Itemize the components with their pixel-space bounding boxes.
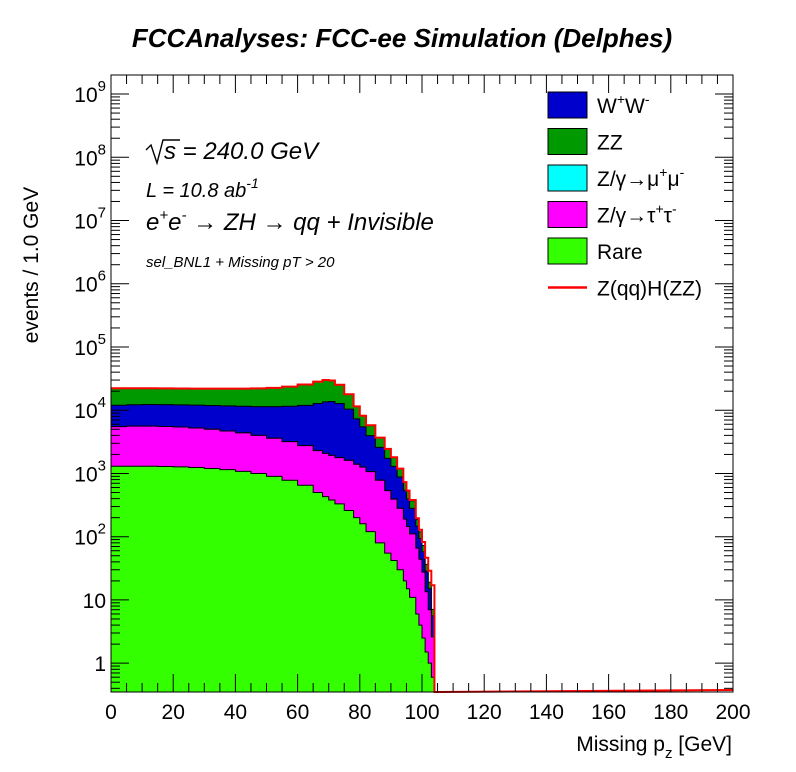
legend-swatch-zz	[547, 128, 588, 155]
x-tick-label: 0	[105, 701, 117, 724]
x-tick-label: 40	[224, 701, 247, 724]
y-tick-label: 109	[74, 78, 106, 107]
x-tick-label: 180	[653, 701, 688, 724]
legend-swatch-tautau	[547, 201, 588, 228]
y-tick-label: 1	[94, 653, 106, 676]
sqrt-s-text: s = 240.0 GeV	[164, 138, 320, 165]
x-axis-label: Missing pz [GeV]	[576, 733, 732, 762]
legend-label-signal: Z(qq)H(ZZ)	[597, 278, 702, 301]
x-tick-label: 160	[591, 701, 626, 724]
annotation-luminosity: L = 10.8 ab-1	[146, 175, 259, 202]
sqrt-symbol	[145, 139, 180, 166]
legend-label-mumu: Z/γ→μ+μ-	[597, 164, 685, 191]
x-axis: 0 20 40 60 80 100 120 140 160 180 200	[105, 75, 751, 724]
legend-label-rare: Rare	[597, 241, 643, 264]
y-tick-label: 103	[74, 457, 106, 486]
y-axis: 1 10 102 103 104 105 106 107 108 109	[74, 74, 733, 689]
legend-swatch-rare	[547, 237, 588, 265]
annotation-selection: sel_BNL1 + Missing pT > 20	[146, 254, 335, 271]
annotation-process: e+e- → ZH → qq + Invisible	[146, 207, 434, 236]
x-tick-label: 140	[529, 701, 564, 724]
stacked-histograms	[110, 379, 438, 693]
y-tick-label: 104	[74, 394, 106, 423]
y-tick-label: 105	[74, 331, 106, 360]
histogram-signal-line	[111, 378, 734, 693]
x-tick-label: 120	[467, 701, 502, 724]
x-tick-label: 80	[348, 701, 371, 724]
annotation-sqrt-s: s = 240.0 GeV	[145, 138, 320, 166]
x-tick-label: 100	[404, 701, 439, 724]
x-tick-label: 20	[162, 701, 185, 724]
legend-swatch-ww	[547, 91, 588, 119]
legend: W+W- ZZ Z/γ→μ+μ- Z/γ→τ+τ- Rare Z(qq)H(ZZ)	[547, 91, 702, 301]
legend-label-ww: W+W-	[597, 91, 650, 118]
x-tick-label: 200	[715, 701, 750, 724]
y-tick-label: 108	[74, 141, 106, 170]
y-tick-label: 10	[83, 590, 106, 613]
chart-title: FCCAnalyses: FCC-ee Simulation (Delphes)	[132, 23, 672, 53]
y-axis-label: events / 1.0 GeV	[20, 187, 43, 343]
y-tick-label: 107	[74, 205, 106, 234]
y-tick-label: 106	[74, 268, 106, 297]
signal-histogram	[111, 378, 734, 693]
histogram-rare	[110, 465, 438, 693]
legend-label-zz: ZZ	[597, 132, 623, 155]
legend-swatch-mumu	[547, 164, 588, 192]
legend-label-tautau: Z/γ→τ+τ-	[597, 201, 677, 228]
y-tick-label: 102	[74, 521, 106, 550]
x-tick-label: 60	[286, 701, 309, 724]
